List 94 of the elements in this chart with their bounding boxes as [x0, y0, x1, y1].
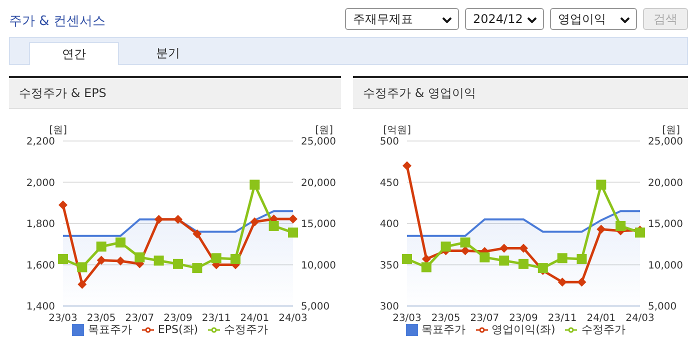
point	[440, 242, 451, 252]
point	[460, 237, 470, 248]
point	[250, 217, 260, 226]
dropdown: 영업이익	[550, 8, 637, 30]
x-tick-label: 24/03	[278, 313, 308, 324]
y2-tick-label: 10,000	[301, 260, 336, 272]
point	[499, 256, 510, 266]
point	[558, 278, 567, 287]
dropdown: 주재무제표	[345, 8, 459, 30]
chart-title: 수정주가 & EPS	[9, 78, 341, 109]
point	[288, 228, 298, 238]
y-tick-label: 1,600	[26, 260, 55, 272]
y2-tick-label: 20,000	[301, 178, 336, 189]
x-tick-label: 24/01	[586, 313, 616, 324]
point	[192, 229, 202, 238]
point	[288, 214, 298, 224]
legend-label: 수정주가	[581, 323, 626, 336]
y-tick-label: 300	[380, 302, 399, 313]
y-tick-label: 450	[380, 178, 399, 189]
x-tick-label: 23/05	[86, 313, 116, 324]
legend-label: 목표주가	[88, 323, 132, 336]
y2-tick-label: 20,000	[648, 178, 683, 189]
point	[58, 254, 68, 264]
point	[596, 180, 606, 190]
point	[480, 252, 490, 262]
legend-label: EPS(좌)	[158, 323, 198, 336]
point	[422, 254, 431, 264]
x-tick-label: 23/03	[392, 313, 422, 324]
x-tick-label: 23/09	[164, 313, 192, 324]
legend-label: 영업이익(좌)	[492, 323, 556, 336]
chart-title: 수정주가 & 영업이익	[353, 78, 688, 109]
y2-tick-label: 5,000	[648, 302, 677, 313]
y-tick-label: 2,200	[26, 136, 55, 148]
point	[211, 253, 222, 264]
point	[154, 214, 164, 224]
text: 주가 & 컨센서스	[9, 13, 106, 30]
y-tick-label: 1,400	[26, 302, 55, 313]
point	[538, 263, 548, 274]
x-tick-label: 23/07	[125, 313, 154, 324]
point	[96, 256, 106, 265]
x-tick-label: 23/07	[470, 313, 500, 324]
point	[518, 258, 528, 269]
y2-tick-label: 25,000	[301, 136, 336, 148]
y-tick-label: 2,000	[26, 178, 55, 189]
y-tick-label: 400	[380, 219, 399, 230]
point	[519, 244, 528, 253]
point	[268, 220, 279, 231]
point	[635, 228, 645, 238]
button: 검색	[643, 8, 688, 30]
x-tick-label: 23/11	[548, 313, 577, 324]
point	[134, 252, 145, 262]
point	[58, 200, 68, 210]
x-tick-label: 24/03	[626, 313, 654, 324]
point	[402, 254, 412, 264]
x-tick-label: 23/09	[509, 313, 538, 324]
x-tick-label: 23/11	[202, 313, 231, 324]
y-axis-title: [억원]	[382, 124, 411, 137]
x-tick-label: 23/05	[431, 313, 460, 324]
point	[576, 254, 587, 264]
y2-axis-title: [원]	[661, 124, 680, 137]
y2-tick-label: 10,000	[648, 260, 683, 272]
point	[173, 258, 183, 269]
dropdown: 2024/12	[465, 8, 544, 30]
point	[577, 278, 586, 287]
point	[250, 180, 260, 190]
x-tick-label: 23/03	[48, 313, 78, 324]
legend-label: 수정주가	[224, 323, 268, 336]
point	[596, 224, 606, 234]
point	[616, 220, 626, 231]
y-tick-label: 1,800	[26, 219, 55, 230]
y2-axis-title: [원]	[314, 124, 333, 137]
y2-tick-label: 15,000	[648, 219, 683, 230]
y2-tick-label: 5,000	[301, 302, 330, 313]
point	[557, 253, 568, 264]
point	[116, 256, 125, 266]
point	[77, 262, 88, 272]
point	[96, 242, 106, 252]
point	[174, 214, 182, 224]
x-tick-label: 24/01	[240, 313, 270, 324]
point	[78, 280, 87, 289]
point	[116, 237, 126, 248]
y-tick-label: 500	[380, 136, 399, 148]
y-axis-title: [원]	[48, 124, 67, 137]
y2-tick-label: 15,000	[301, 219, 336, 230]
point	[421, 262, 432, 272]
text: 연간	[29, 42, 119, 65]
legend-label: 목표주가	[422, 323, 466, 336]
text: 분기	[155, 45, 181, 62]
point	[230, 254, 240, 264]
y-tick-label: 350	[380, 260, 399, 272]
point	[192, 263, 202, 274]
point	[402, 161, 412, 170]
y2-tick-label: 25,000	[648, 136, 683, 148]
point	[154, 256, 164, 266]
